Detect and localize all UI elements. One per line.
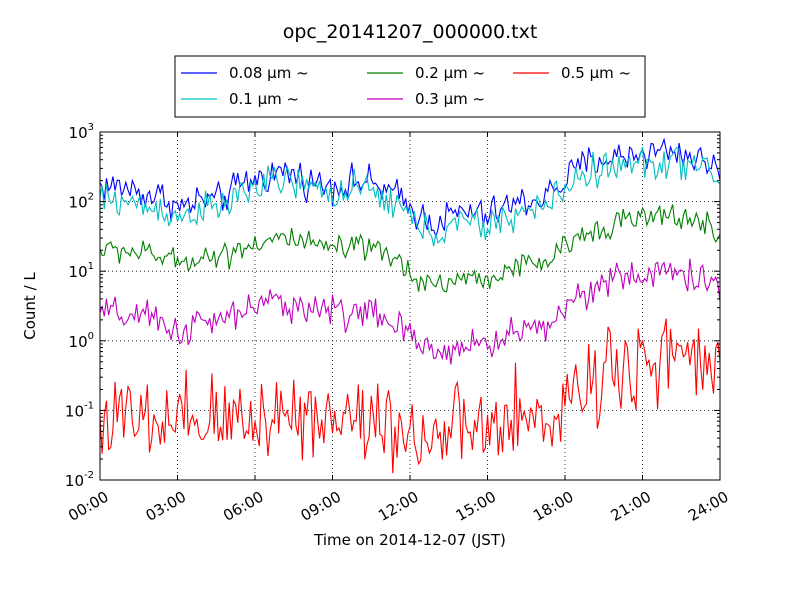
y-axis: 10-2 10-1 100 101 102 103 xyxy=(65,122,720,490)
chart-title: opc_20141207_000000.txt xyxy=(283,21,538,43)
x-tick-label: 00:00 xyxy=(65,488,111,525)
y-axis-label: Count / L xyxy=(21,272,39,340)
x-tick-label: 03:00 xyxy=(143,488,189,525)
y-tick-label: 103 xyxy=(69,122,94,142)
x-tick-label: 09:00 xyxy=(298,488,344,525)
series-line xyxy=(99,318,721,474)
legend-label: 0.5 μm ~ xyxy=(561,64,631,82)
y-tick-label: 10-1 xyxy=(65,400,94,420)
series-line xyxy=(99,204,721,293)
x-axis-label: Time on 2014-12-07 (JST) xyxy=(313,531,506,549)
series-line xyxy=(99,258,721,365)
legend-label: 0.2 μm ~ xyxy=(415,64,485,82)
y-tick-label: 101 xyxy=(69,261,94,281)
legend: 0.08 μm ~ 0.1 μm ~ 0.2 μm ~ 0.3 μm ~ 0.5 μm … xyxy=(174,55,646,118)
legend-label: 0.08 μm ~ xyxy=(229,64,309,82)
x-tick-label: 12:00 xyxy=(375,488,421,525)
legend-label: 0.3 μm ~ xyxy=(415,90,485,108)
x-tick-label: 15:00 xyxy=(453,488,499,525)
x-tick-label: 21:00 xyxy=(608,488,654,525)
series-line xyxy=(99,146,721,247)
y-tick-label: 100 xyxy=(69,331,94,351)
y-tick-label: 102 xyxy=(69,192,94,212)
series-line xyxy=(99,137,721,239)
x-tick-label: 24:00 xyxy=(685,488,731,525)
grid xyxy=(100,132,720,480)
x-tick-label: 18:00 xyxy=(530,488,576,525)
legend-box xyxy=(174,55,646,118)
legend-label: 0.1 μm ~ xyxy=(229,90,299,108)
x-tick-label: 06:00 xyxy=(220,488,266,525)
y-tick-label: 10-2 xyxy=(65,470,94,490)
series-layer xyxy=(99,137,721,474)
